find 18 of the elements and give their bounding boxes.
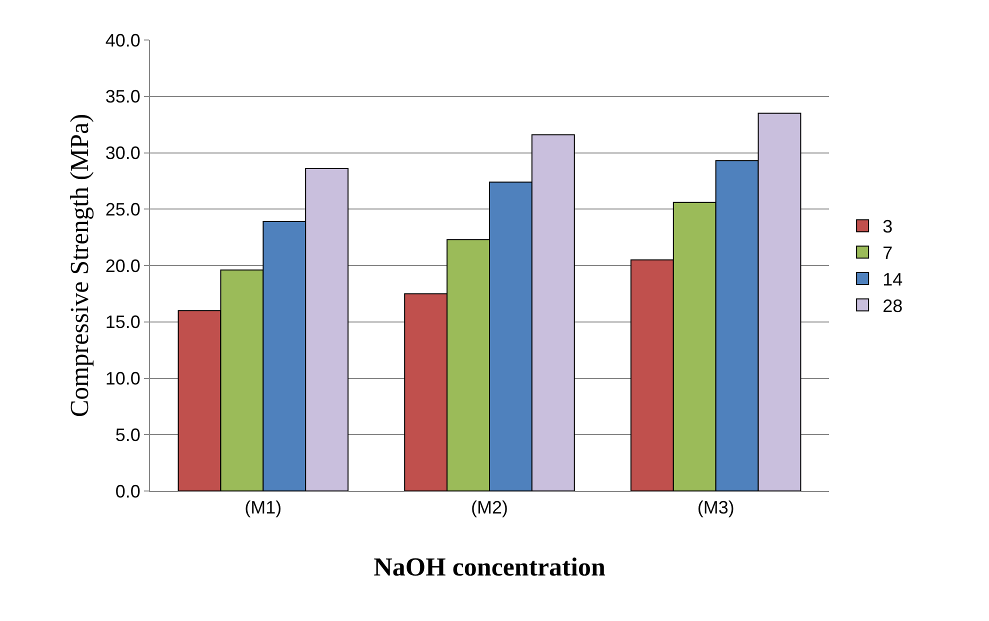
y-tick-label: 20.0 — [105, 256, 140, 276]
y-tick-label: 10.0 — [105, 368, 140, 389]
y-tick-label: 0.0 — [115, 481, 140, 502]
x-axis-title: NaOH concentration — [374, 552, 606, 582]
y-tick-label: 40.0 — [105, 30, 140, 50]
y-tick-label: 15.0 — [105, 312, 140, 332]
y-tick-label: 5.0 — [115, 424, 140, 445]
legend-label: 3 — [882, 216, 893, 237]
legend-label: 28 — [882, 296, 903, 316]
legend-label: 7 — [882, 243, 893, 264]
x-tick-label: (M3) — [697, 498, 734, 518]
x-tick-label: (M2) — [471, 498, 508, 518]
y-tick-label: 25.0 — [105, 199, 140, 220]
y-tick-label: 35.0 — [105, 86, 140, 107]
y-tick-label: 30.0 — [105, 143, 140, 164]
legend-label: 14 — [882, 270, 903, 290]
y-axis-title: Compressive Strength (MPa) — [65, 114, 94, 418]
x-tick-label: (M1) — [244, 498, 282, 518]
